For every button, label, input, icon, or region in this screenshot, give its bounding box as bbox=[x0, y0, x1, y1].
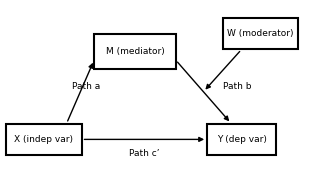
Text: Path c’: Path c’ bbox=[129, 149, 160, 158]
FancyBboxPatch shape bbox=[94, 33, 176, 69]
Text: Y (dep var): Y (dep var) bbox=[217, 135, 267, 144]
Text: M (mediator): M (mediator) bbox=[106, 47, 164, 56]
Text: Path b: Path b bbox=[223, 82, 251, 91]
Text: W (moderator): W (moderator) bbox=[227, 29, 294, 38]
FancyBboxPatch shape bbox=[6, 123, 82, 155]
FancyBboxPatch shape bbox=[223, 18, 298, 50]
Text: Path a: Path a bbox=[72, 82, 100, 91]
Text: X (indep var): X (indep var) bbox=[14, 135, 74, 144]
FancyBboxPatch shape bbox=[207, 123, 276, 155]
